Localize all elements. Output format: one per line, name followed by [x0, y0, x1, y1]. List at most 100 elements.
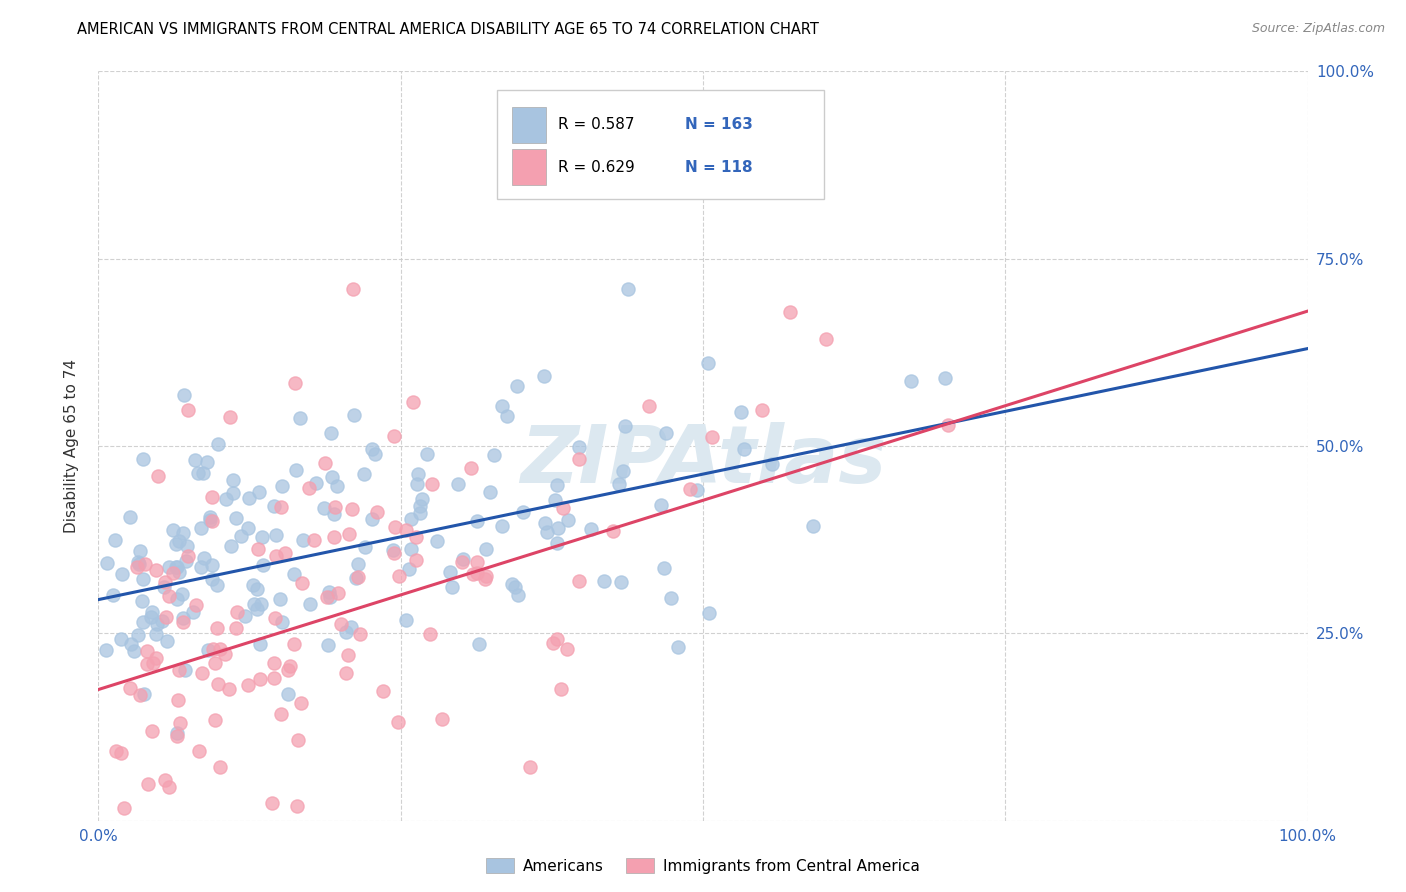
Point	[125, 560, 148, 574]
Text: Source: ZipAtlas.com: Source: ZipAtlas.com	[1251, 22, 1385, 36]
Point	[172, 526, 194, 541]
Point	[242, 597, 264, 611]
Point	[568, 452, 591, 467]
Point	[292, 533, 315, 547]
Point	[326, 586, 349, 600]
Point	[162, 523, 184, 537]
Point	[465, 514, 488, 528]
Point	[184, 453, 207, 467]
Point	[204, 656, 226, 670]
Point	[533, 368, 555, 383]
Point	[330, 617, 353, 632]
Text: AMERICAN VS IMMIGRANTS FROM CENTRAL AMERICA DISABILITY AGE 65 TO 74 CORRELATION : AMERICAN VS IMMIGRANTS FROM CENTRAL AMER…	[77, 22, 820, 37]
Point	[129, 688, 152, 702]
Point	[142, 656, 165, 670]
Point	[209, 642, 232, 657]
Point	[187, 467, 209, 481]
Point	[173, 663, 195, 677]
Point	[122, 643, 145, 657]
Point	[111, 567, 134, 582]
Point	[141, 605, 163, 619]
Point	[226, 605, 249, 619]
Point	[568, 440, 591, 454]
Point	[382, 429, 405, 443]
Point	[221, 473, 243, 487]
Point	[475, 569, 498, 583]
Point	[197, 455, 219, 469]
Point	[173, 388, 195, 402]
Point	[138, 777, 160, 791]
Point	[440, 580, 463, 594]
Point	[344, 571, 367, 585]
Point	[198, 513, 221, 527]
Point	[406, 477, 429, 491]
Point	[347, 557, 370, 571]
Point	[249, 636, 271, 650]
Point	[218, 681, 240, 696]
Point	[145, 563, 167, 577]
Point	[146, 469, 169, 483]
Point	[249, 597, 271, 611]
Point	[167, 565, 190, 579]
Point	[666, 640, 689, 655]
Point	[101, 588, 124, 602]
Point	[172, 878, 194, 892]
Point	[305, 476, 328, 491]
Point	[733, 442, 755, 456]
Point	[219, 539, 242, 553]
Point	[262, 796, 284, 810]
Point	[290, 696, 312, 710]
Point	[699, 607, 721, 621]
Point	[609, 574, 631, 589]
Point	[205, 578, 228, 592]
Point	[323, 508, 346, 522]
Point	[165, 537, 187, 551]
Point	[214, 491, 236, 506]
Point	[685, 483, 707, 497]
Point	[496, 409, 519, 423]
Point	[285, 798, 308, 813]
Point	[250, 530, 273, 544]
Point	[451, 552, 474, 566]
Point	[155, 609, 177, 624]
Point	[546, 536, 568, 550]
Text: R = 0.587: R = 0.587	[558, 117, 634, 132]
Point	[131, 594, 153, 608]
Point	[450, 555, 472, 569]
Point	[353, 467, 375, 481]
FancyBboxPatch shape	[512, 106, 546, 143]
Point	[263, 671, 285, 685]
Point	[346, 570, 368, 584]
Point	[314, 457, 336, 471]
Point	[169, 534, 191, 549]
Point	[146, 617, 169, 632]
Point	[697, 355, 720, 369]
Point	[155, 574, 177, 589]
Point	[319, 591, 342, 605]
Point	[299, 597, 322, 611]
Point	[270, 479, 292, 493]
Point	[145, 650, 167, 665]
Point	[679, 482, 702, 496]
Point	[270, 500, 292, 515]
Point	[387, 715, 409, 730]
Point	[382, 546, 405, 560]
Point	[204, 713, 226, 727]
Point	[363, 447, 385, 461]
Point	[557, 642, 579, 657]
Point	[406, 467, 429, 482]
Point	[131, 573, 153, 587]
Point	[176, 540, 198, 554]
Text: R = 0.629: R = 0.629	[558, 160, 634, 175]
Point	[166, 559, 188, 574]
Point	[399, 541, 422, 556]
Point	[512, 506, 534, 520]
Point	[225, 510, 247, 524]
Point	[264, 611, 287, 625]
Point	[702, 430, 724, 444]
Point	[174, 553, 197, 567]
Point	[614, 419, 637, 434]
Point	[278, 658, 301, 673]
Point	[214, 648, 236, 662]
Point	[430, 712, 453, 726]
